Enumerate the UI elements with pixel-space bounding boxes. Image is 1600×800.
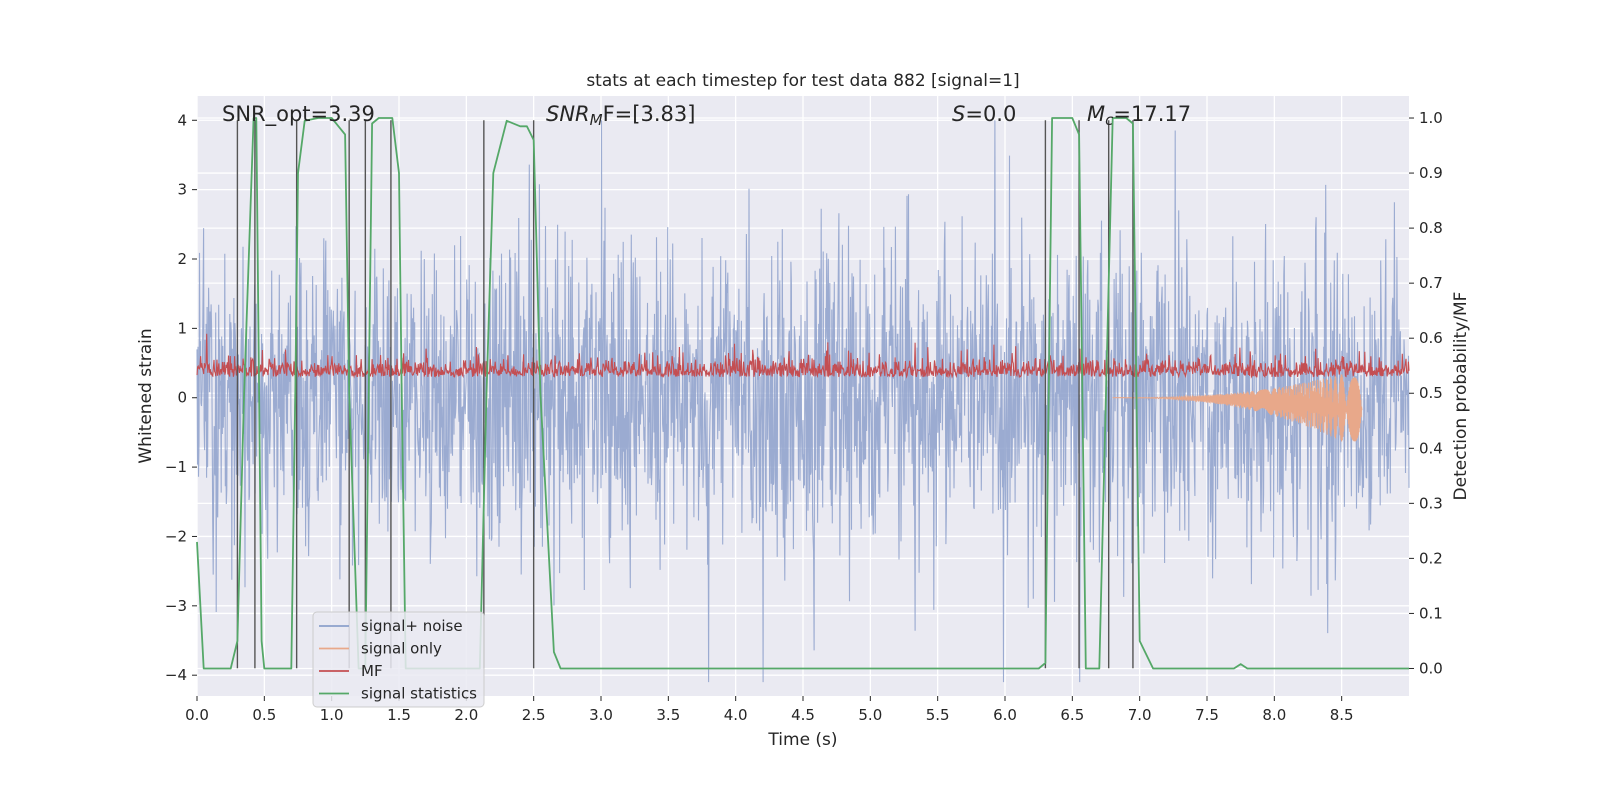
snr-mf-base: SNR	[546, 102, 590, 126]
y-axis-left-label: Whitened strain	[136, 328, 156, 463]
x-tick-label: 4.5	[791, 706, 815, 724]
snr-mf-rest: F=[3.83]	[603, 102, 696, 126]
y-right-tick-label: 0.5	[1419, 384, 1443, 402]
x-tick-label: 8.0	[1262, 706, 1286, 724]
signal-noise-series	[196, 120, 1410, 683]
annotation-mc: Mc=17.17	[1087, 102, 1191, 129]
legend-box	[312, 611, 485, 708]
x-tick-label: 2.5	[522, 706, 546, 724]
x-tick-label: 1.5	[387, 706, 411, 724]
y-left-tick-label: 2	[177, 250, 187, 268]
y-right-tick-label: 1.0	[1419, 109, 1443, 127]
x-tick-label: 8.5	[1330, 706, 1354, 724]
mf-series	[196, 333, 1410, 379]
annotation-snr-opt: SNR_opt=3.39	[222, 102, 375, 127]
x-tick-label: 1.0	[320, 706, 344, 724]
s-label: S	[952, 102, 965, 126]
legend-label: signal+ noise	[361, 617, 463, 635]
x-tick-label: 7.0	[1128, 706, 1152, 724]
y-right-tick-label: 0.2	[1419, 549, 1443, 567]
y-left-tick-label: 3	[177, 181, 187, 199]
y-axis-left: 4 3 2 1 0 −1 −2 −3 −4	[165, 111, 197, 684]
signal-noise-line	[196, 120, 1410, 683]
snr-mf-sub: M	[590, 111, 603, 129]
legend-label: signal statistics	[361, 685, 477, 703]
x-tick-label: 5.0	[858, 706, 882, 724]
legend-label: MF	[361, 662, 383, 680]
annotation-s: S=0.0	[952, 102, 1016, 126]
mc-value: =17.17	[1113, 102, 1191, 126]
mc-label: M	[1087, 102, 1105, 126]
legend-label: signal only	[361, 640, 442, 658]
x-tick-label: 5.5	[926, 706, 950, 724]
signal-only-line	[1112, 374, 1363, 442]
y-right-tick-label: 0.9	[1419, 164, 1443, 182]
signal-statistics-line	[196, 117, 1409, 670]
y-right-tick-label: 0.3	[1419, 494, 1443, 512]
y-axis-right: 1.0 0.9 0.8 0.7 0.6 0.5 0.4 0.3 0.2 0.1 0.0	[1409, 109, 1443, 677]
y-left-tick-label: 0	[177, 389, 187, 407]
x-axis-label: Time (s)	[767, 730, 837, 750]
annotation-snr-mf: SNRMF=[3.83]	[546, 102, 695, 129]
plot-area	[196, 117, 1410, 683]
grid-lines	[196, 96, 1409, 696]
y-left-tick-label: −3	[165, 597, 187, 615]
y-left-tick-label: −1	[165, 458, 187, 476]
x-tick-label: 7.5	[1195, 706, 1219, 724]
signal-only-series	[1112, 374, 1363, 442]
x-tick-label: 6.0	[993, 706, 1017, 724]
y-right-tick-label: 0.6	[1419, 329, 1443, 347]
y-right-tick-label: 0.0	[1419, 659, 1443, 677]
y-left-tick-label: −2	[165, 527, 187, 545]
mf-line	[196, 333, 1410, 379]
y-left-tick-label: 4	[177, 111, 187, 129]
y-right-tick-label: 0.1	[1419, 604, 1443, 622]
y-right-tick-label: 0.8	[1419, 219, 1443, 237]
x-tick-label: 2.0	[454, 706, 478, 724]
legend: signal+ noise signal only MF signal statist…	[312, 611, 485, 708]
s-value: =0.0	[965, 102, 1016, 126]
y-axis-right-label: Detection probability/MF	[1451, 292, 1471, 501]
x-tick-label: 0.5	[252, 706, 276, 724]
y-right-tick-label: 0.7	[1419, 274, 1443, 292]
x-tick-label: 4.0	[724, 706, 748, 724]
x-tick-label: 0.0	[185, 706, 209, 724]
y-left-tick-label: 1	[177, 319, 187, 337]
x-axis: 0.0 0.5 1.0 1.5 2.0 2.5 3.0 3.5 4.0 4.5 5.0 5.5 6.0 6…	[185, 696, 1354, 724]
x-tick-label: 3.0	[589, 706, 613, 724]
x-tick-label: 3.5	[656, 706, 680, 724]
signal-statistics-series	[196, 117, 1409, 670]
chart-title: stats at each timestep for test data 882…	[586, 71, 1019, 91]
y-right-tick-label: 0.4	[1419, 439, 1443, 457]
mc-sub: c	[1105, 111, 1114, 129]
x-tick-label: 6.5	[1060, 706, 1084, 724]
y-left-tick-label: −4	[165, 666, 187, 684]
